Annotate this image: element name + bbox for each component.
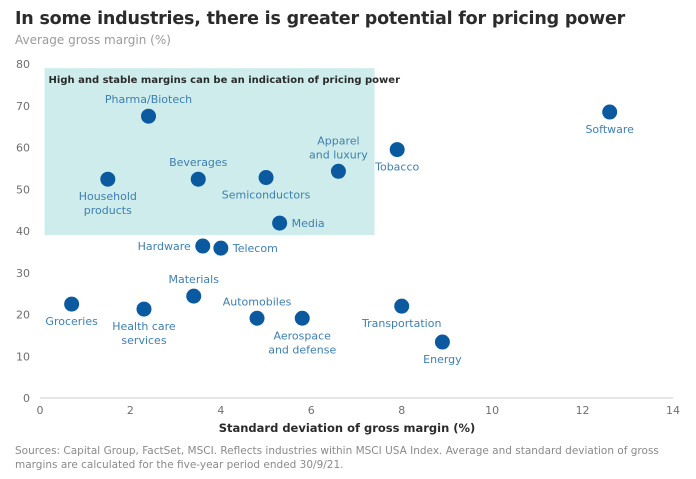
y-tick-label: 50 — [16, 183, 30, 196]
y-tick-label: 40 — [16, 225, 30, 238]
data-point-label: Aerospace and defense — [268, 329, 336, 356]
data-point-marker — [190, 171, 206, 187]
point-beverages: Beverages — [169, 156, 228, 187]
data-point-label: Energy — [423, 353, 462, 366]
point-health-care-services: Health care services — [112, 301, 176, 347]
point-apparel-and-luxury: Apparel and luxury — [309, 134, 368, 179]
data-point-marker — [389, 142, 405, 158]
data-point-label: Media — [292, 217, 325, 230]
data-point-marker — [136, 301, 152, 317]
data-point-marker — [100, 171, 116, 187]
y-axis-title: Average gross margin (%) — [15, 33, 171, 47]
x-tick-label: 2 — [127, 404, 134, 417]
data-point-marker — [64, 296, 80, 312]
point-tobacco: Tobacco — [374, 142, 420, 174]
data-point-marker — [272, 215, 288, 231]
point-energy: Energy — [423, 334, 462, 366]
data-point-marker — [330, 163, 346, 179]
data-point-marker — [258, 170, 274, 186]
point-groceries: Groceries — [45, 296, 98, 328]
point-aerospace-and-defense: Aerospace and defense — [268, 310, 336, 356]
data-point-marker — [186, 288, 202, 304]
data-point-marker — [249, 310, 265, 326]
data-point-label: Telecom — [232, 242, 278, 255]
point-hardware: Hardware — [138, 238, 211, 254]
data-point-marker — [294, 310, 310, 326]
highlight-region — [44, 68, 375, 236]
x-tick-label: 10 — [485, 404, 499, 417]
x-tick-label: 14 — [666, 404, 680, 417]
data-points: Pharma/Biotech Household products Beverages… — [45, 93, 634, 366]
data-point-label: Automobiles — [223, 295, 292, 308]
data-point-label: Health care services — [112, 320, 176, 347]
data-point-label: Software — [585, 123, 634, 136]
data-point-label: Tobacco — [374, 161, 419, 174]
y-axis-ticks: 0 10 20 30 40 50 60 70 80 — [16, 58, 30, 405]
data-point-label: Apparel and luxury — [309, 134, 368, 161]
y-tick-label: 0 — [23, 392, 30, 405]
data-point-label: Groceries — [45, 315, 98, 328]
y-tick-label: 60 — [16, 142, 30, 155]
point-media: Media — [272, 215, 325, 231]
data-point-label: Semiconductors — [222, 189, 311, 202]
data-point-label: Household products — [79, 190, 137, 217]
point-automobiles: Automobiles — [223, 295, 292, 326]
data-point-marker — [602, 104, 618, 120]
data-point-label: Transportation — [361, 317, 441, 330]
data-point-label: Hardware — [138, 240, 191, 253]
chart-title: In some industries, there is greater pot… — [15, 9, 626, 29]
point-materials: Materials — [169, 273, 220, 304]
y-tick-label: 70 — [16, 100, 30, 113]
x-tick-label: 8 — [398, 404, 405, 417]
point-household-products: Household products — [79, 171, 137, 217]
x-axis-title: Standard deviation of gross margin (%) — [219, 421, 476, 435]
x-tick-label: 6 — [308, 404, 315, 417]
x-tick-label: 0 — [37, 404, 44, 417]
point-transportation: Transportation — [361, 298, 441, 330]
data-point-label: Materials — [169, 273, 220, 286]
point-telecom: Telecom — [213, 240, 278, 256]
point-pharma-biotech: Pharma/Biotech — [105, 93, 192, 124]
y-tick-label: 30 — [16, 267, 30, 280]
x-axis-ticks: 0 2 4 6 8 10 12 14 — [37, 404, 681, 417]
data-point-marker — [195, 238, 211, 254]
y-tick-label: 10 — [16, 350, 30, 363]
x-tick-label: 12 — [576, 404, 590, 417]
highlight-annotation: High and stable margins can be an indica… — [49, 75, 401, 86]
data-point-label: Pharma/Biotech — [105, 93, 192, 106]
sources-footnote: Sources: Capital Group, FactSet, MSCI. R… — [15, 445, 659, 471]
y-tick-label: 80 — [16, 58, 30, 71]
point-software: Software — [585, 104, 634, 136]
x-tick-label: 4 — [217, 404, 224, 417]
y-tick-label: 20 — [16, 309, 30, 322]
data-point-marker — [213, 240, 229, 256]
data-point-label: Beverages — [169, 156, 228, 169]
data-point-marker — [141, 108, 157, 124]
point-semiconductors: Semiconductors — [222, 170, 311, 202]
data-point-marker — [434, 334, 450, 350]
data-point-marker — [394, 298, 410, 314]
